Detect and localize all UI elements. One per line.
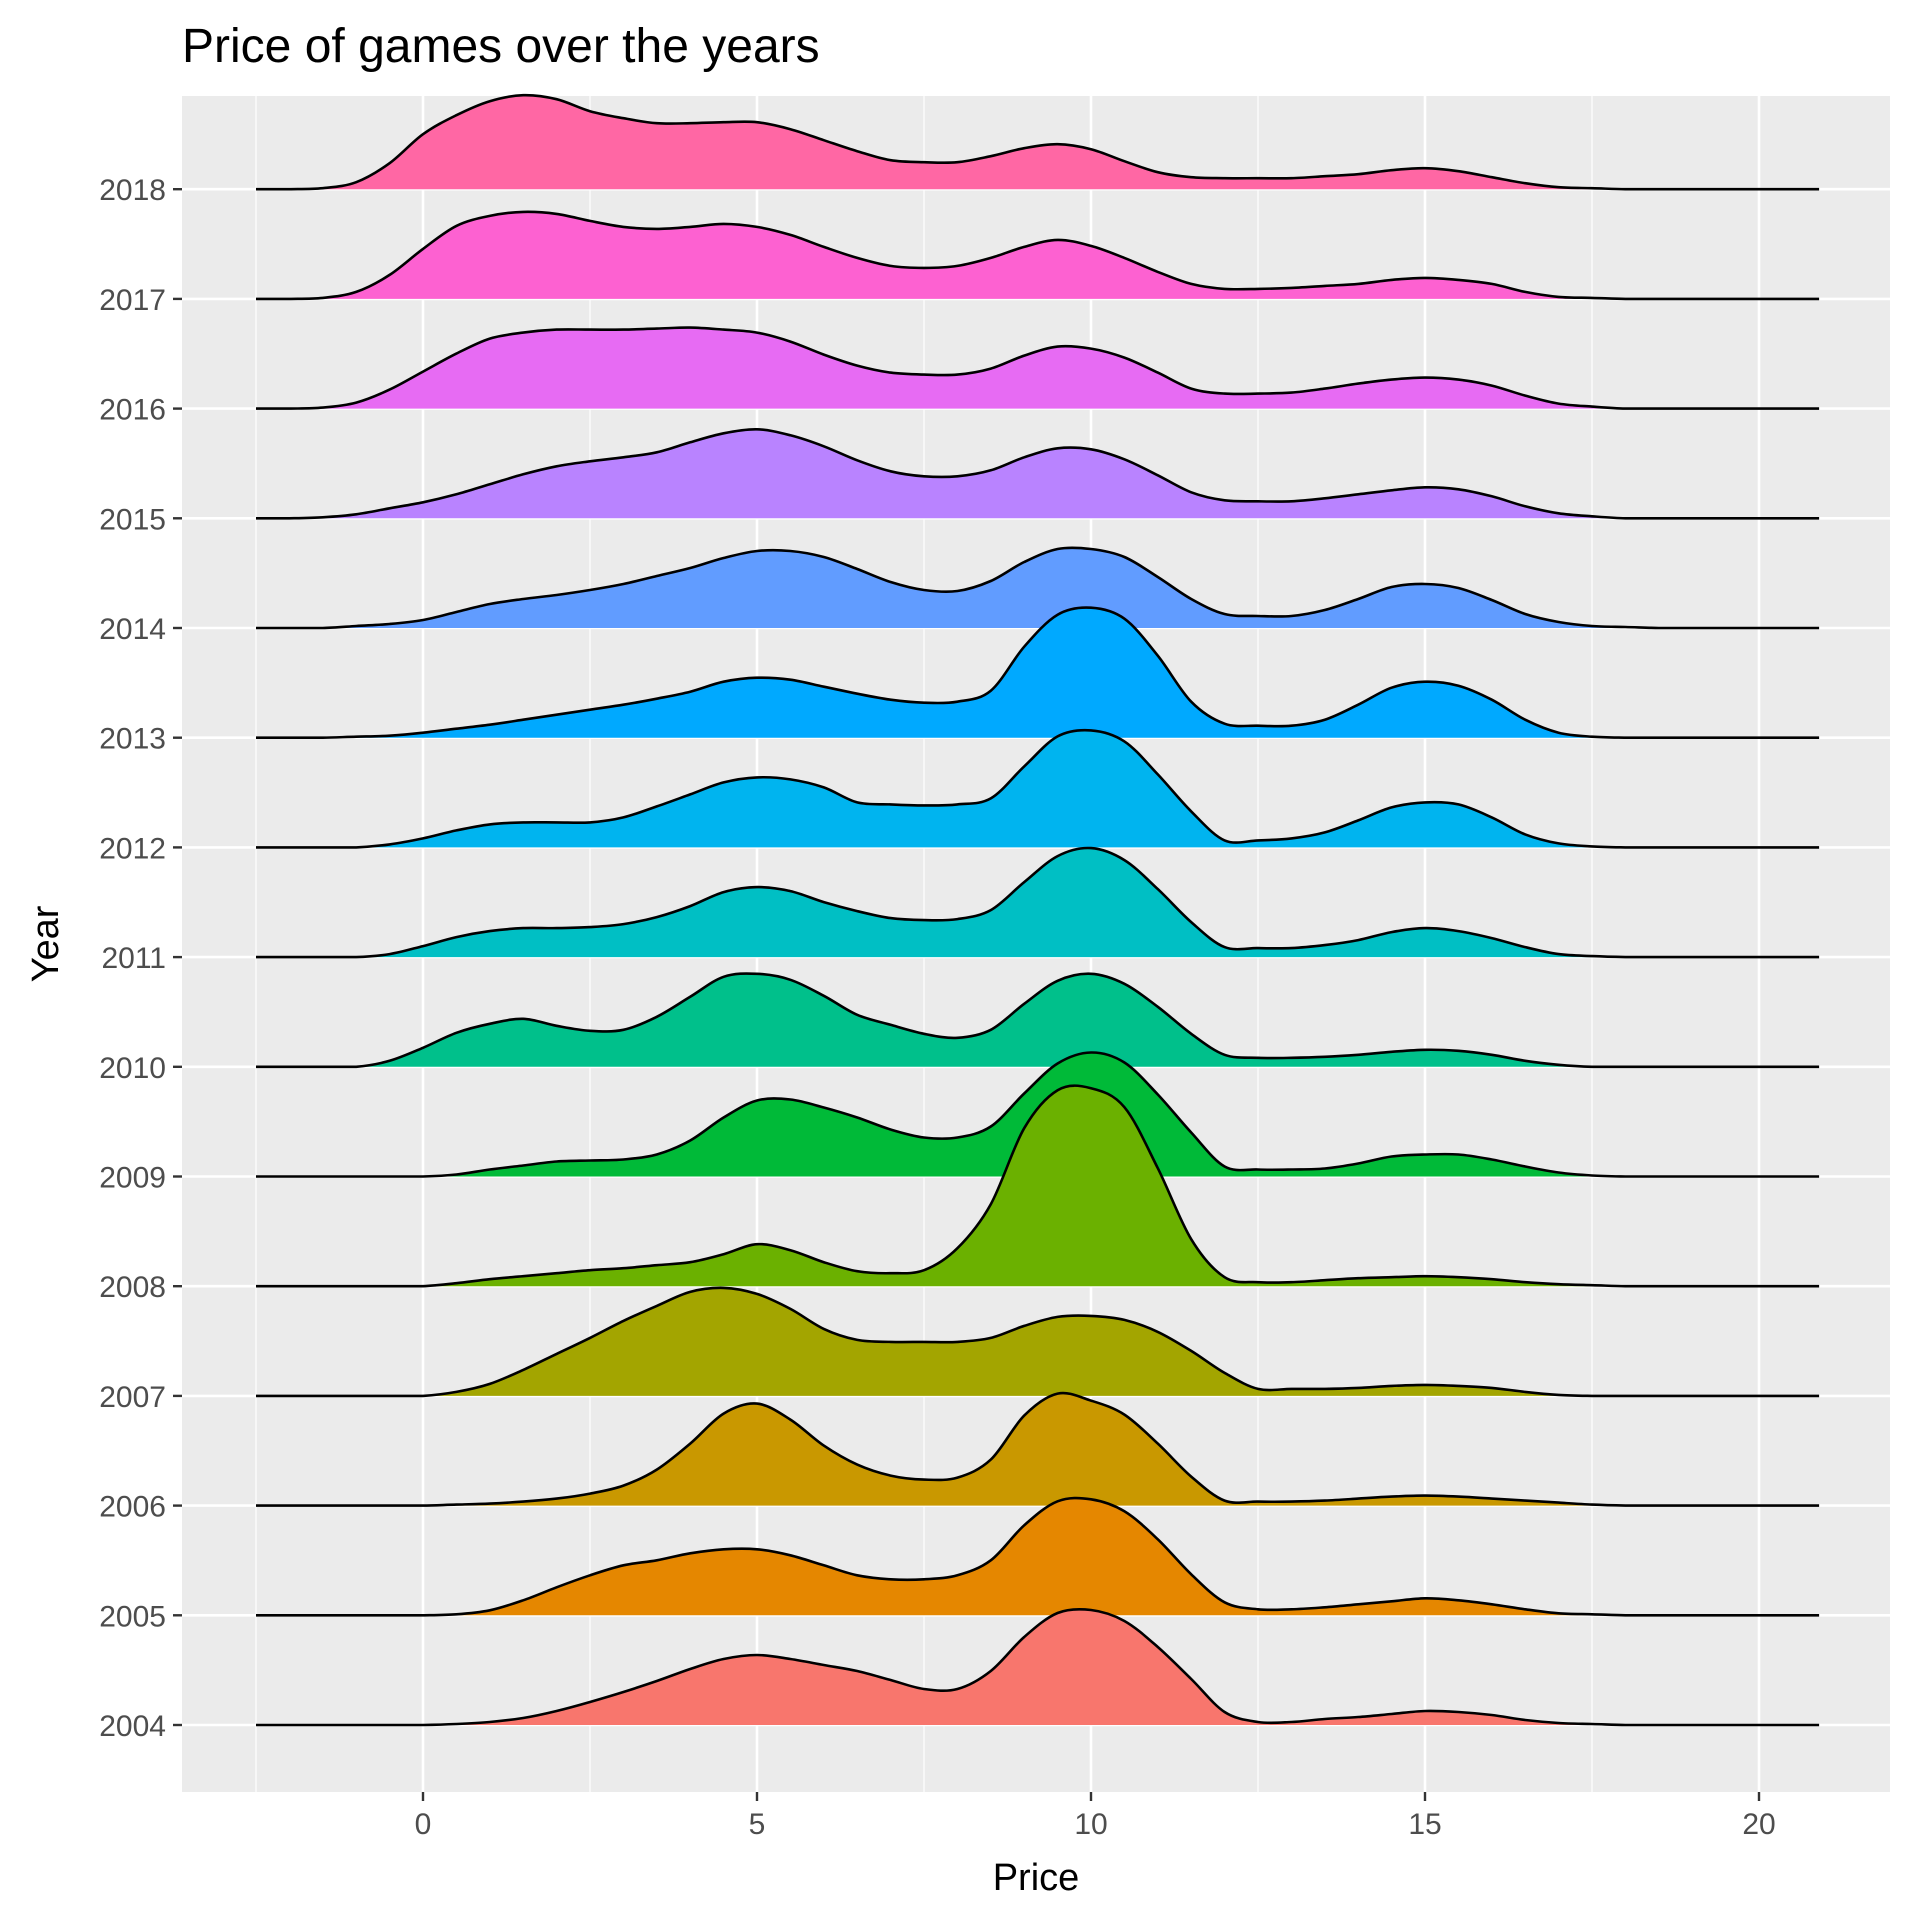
y-tick-label: 2006 [99, 1491, 166, 1524]
density-ridges [255, 93, 1820, 1727]
ridge-outline-2004 [256, 1607, 1820, 1727]
ridge-outline-2010 [256, 972, 1820, 1069]
ridge-2014 [256, 546, 1820, 630]
ridge-area-2017 [256, 211, 1820, 299]
y-axis-title: Year [25, 905, 67, 982]
y-tick-label: 2012 [99, 832, 166, 865]
ridge-2008 [255, 1084, 1820, 1288]
ridge-outline-2018 [255, 93, 1820, 191]
ridge-2012 [256, 728, 1820, 849]
x-tick-label: 20 [1742, 1808, 1775, 1841]
ridge-area-2004 [256, 1609, 1820, 1725]
y-tick-label: 2017 [99, 284, 166, 317]
ridge-outline-2009 [255, 1051, 1820, 1178]
y-tick-label: 2018 [99, 174, 166, 207]
ridge-outline-2014 [256, 546, 1820, 630]
ridge-area-2013 [256, 607, 1820, 738]
ridge-2018 [255, 93, 1820, 191]
ridge-outline-2013 [256, 606, 1820, 739]
ridge-2004 [256, 1607, 1820, 1727]
x-tick-label: 5 [749, 1808, 766, 1841]
ridge-outline-2006 [256, 1391, 1820, 1507]
y-tick-label: 2005 [99, 1600, 166, 1633]
y-tick-label: 2014 [99, 613, 166, 646]
y-tick-label: 2008 [99, 1271, 166, 1304]
ridge-2010 [256, 972, 1820, 1069]
ridge-2007 [255, 1286, 1820, 1398]
y-tick-label: 2010 [99, 1052, 166, 1085]
ridge-outline-2011 [256, 846, 1820, 959]
ridge-area-2007 [256, 1287, 1820, 1396]
ridge-2013 [256, 606, 1820, 739]
ridge-outline-2005 [255, 1496, 1820, 1617]
ridge-area-2018 [256, 95, 1820, 190]
ridge-outline-2015 [256, 427, 1820, 520]
chart-title: Price of games over the years [182, 20, 820, 73]
ridge-area-2014 [256, 547, 1820, 628]
x-tick-label: 10 [1074, 1808, 1107, 1841]
ridge-outline-2007 [255, 1286, 1820, 1398]
ridge-area-2011 [256, 847, 1820, 958]
y-tick-label: 2004 [99, 1710, 166, 1743]
y-tick-label: 2009 [99, 1162, 166, 1195]
x-axis-title: Price [993, 1857, 1080, 1899]
y-axis: 2004 2005 2006 2007 2008 2009 2010 2011 2012 2013… [99, 174, 182, 1743]
ridge-area-2010 [256, 973, 1820, 1067]
y-tick-label: 2007 [99, 1381, 166, 1414]
ridge-outline-2008 [255, 1084, 1820, 1288]
ridge-2017 [256, 210, 1820, 301]
ridge-2006 [256, 1391, 1820, 1507]
ridge-outline-2017 [256, 210, 1820, 301]
ridge-2011 [256, 846, 1820, 959]
ridge-outline-2016 [256, 326, 1820, 410]
y-tick-label: 2015 [99, 503, 166, 536]
ridge-2015 [256, 427, 1820, 520]
ridge-area-2015 [256, 429, 1820, 519]
ridge-area-2008 [256, 1085, 1820, 1287]
x-tick-label: 0 [415, 1808, 432, 1841]
y-tick-label: 2011 [101, 942, 166, 975]
ridge-outline-2012 [256, 728, 1820, 849]
x-tick-label: 15 [1408, 1808, 1441, 1841]
x-axis: 0 5 10 15 20 [415, 1792, 1776, 1841]
ridge-area-2016 [256, 327, 1820, 409]
ridge-2005 [255, 1496, 1820, 1617]
ridge-area-2012 [256, 730, 1820, 848]
ridge-area-2005 [256, 1498, 1820, 1616]
y-tick-label: 2013 [99, 723, 166, 756]
y-tick-label: 2016 [99, 394, 166, 427]
ridge-area-2006 [256, 1393, 1820, 1506]
ridge-2016 [256, 326, 1820, 410]
